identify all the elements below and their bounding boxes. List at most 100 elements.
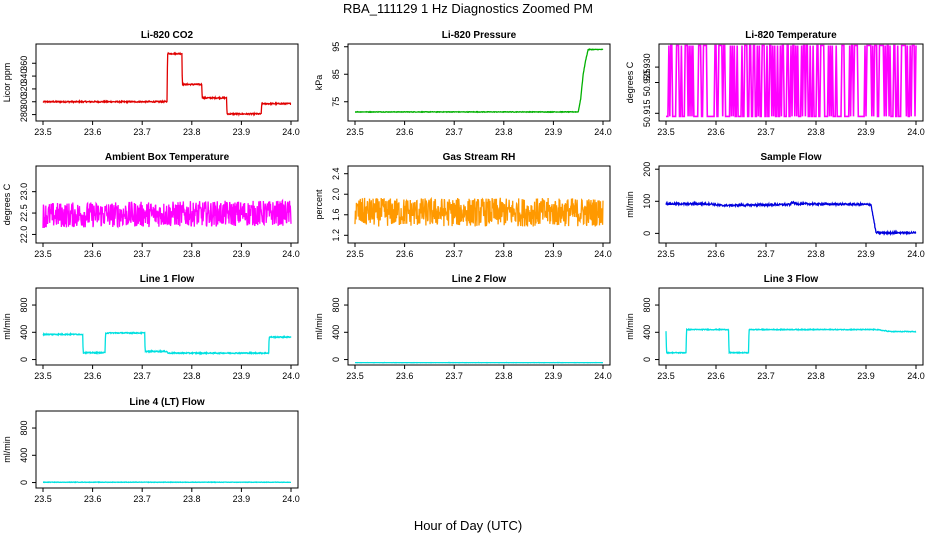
y-tick-label-rh-3: 2.4 — [331, 167, 341, 180]
x-tick-label-line4-0: 23.5 — [34, 494, 52, 504]
x-tick-label-ambient-2: 23.7 — [133, 249, 151, 259]
x-tick-label-line4-2: 23.7 — [133, 494, 151, 504]
x-tick-label-co2-3: 23.8 — [183, 127, 201, 137]
panel-co2: Li-820 CO2 Licor ppm 23.5 23.6 23.7 23.8 23.9 2… — [2, 30, 300, 137]
x-tick-label-rh-1: 23.6 — [396, 249, 414, 259]
y-tick-label-line4-2: 800 — [19, 421, 29, 436]
y-tick-label-co2-2: 320 — [19, 81, 29, 96]
x-tick-label-line4-1: 23.6 — [84, 494, 102, 504]
x-tick-label-line4-4: 23.9 — [233, 494, 251, 504]
x-tick-label-licor_temp-4: 23.9 — [857, 127, 875, 137]
y-tick-label-pressure-1: 85 — [331, 69, 341, 79]
panel-line2: Line 2 Flow ml/min 23.5 23.6 23.7 23.8 23.9 24.… — [314, 274, 612, 381]
y-tick-label-ambient-2: 23.0 — [19, 183, 29, 201]
x-tick-label-sample_flow-2: 23.7 — [757, 249, 775, 259]
y-tick-label-line3-2: 800 — [642, 298, 652, 313]
x-tick-label-co2-4: 23.9 — [233, 127, 251, 137]
panel-sample_flow: Sample Flow ml/min 23.5 23.6 23.7 23.8 23.9 24.… — [625, 152, 925, 259]
x-tick-label-line1-5: 24.0 — [282, 371, 300, 381]
plot-frame-line2 — [347, 287, 611, 366]
series-line-licor_temp — [666, 44, 917, 118]
y-tick-label-co2-0: 280 — [19, 107, 29, 122]
y-tick-label-rh-2: 2.0 — [331, 188, 341, 201]
x-tick-label-ambient-3: 23.8 — [183, 249, 201, 259]
x-tick-label-ambient-4: 23.9 — [233, 249, 251, 259]
y-tick-label-line3-1: 400 — [642, 325, 652, 340]
x-tick-label-line2-0: 23.5 — [346, 371, 364, 381]
x-tick-label-pressure-4: 23.9 — [545, 127, 563, 137]
panel-title-line1: Line 1 Flow — [140, 274, 195, 285]
x-tick-label-line1-0: 23.5 — [34, 371, 52, 381]
x-tick-label-line1-2: 23.7 — [133, 371, 151, 381]
y-tick-label-licor_temp-2: 50.930 — [642, 53, 652, 81]
y-tick-label-line2-2: 800 — [331, 298, 341, 313]
x-tick-label-co2-1: 23.6 — [84, 127, 102, 137]
y-tick-label-co2-1: 300 — [19, 94, 29, 109]
x-tick-label-line1-4: 23.9 — [233, 371, 251, 381]
panel-title-line3: Line 3 Flow — [764, 274, 819, 285]
panel-title-sample_flow: Sample Flow — [760, 152, 821, 163]
x-tick-label-licor_temp-1: 23.6 — [707, 127, 725, 137]
plot-frame-rh — [347, 165, 611, 244]
x-tick-label-line3-4: 23.9 — [857, 371, 875, 381]
x-tick-label-pressure-2: 23.7 — [445, 127, 463, 137]
panel-ambient: Ambient Box Temperature degrees C 23.5 23.6… — [2, 152, 300, 259]
figure-title: RBA_111129 1 Hz Diagnostics Zoomed PM — [342, 1, 593, 16]
panel-title-rh: Gas Stream RH — [443, 152, 516, 163]
panel-rh: Gas Stream RH percent 23.5 23.6 23.7 23.8 23.9… — [314, 152, 612, 259]
panel-title-pressure: Li-820 Pressure — [442, 30, 517, 41]
y-tick-label-pressure-2: 95 — [331, 42, 341, 52]
x-tick-label-line3-0: 23.5 — [657, 371, 675, 381]
plot-frame-line3 — [658, 287, 924, 366]
y-axis-label-co2: Licor ppm — [2, 63, 12, 103]
plot-frame-line1 — [35, 287, 299, 366]
panel-licor_temp: Li-820 Temperature degrees C 23.5 23.6 23.7 2… — [625, 30, 925, 137]
y-axis-label-line1: ml/min — [2, 313, 12, 340]
series-line-rh — [354, 196, 604, 227]
x-tick-label-rh-4: 23.9 — [545, 249, 563, 259]
x-tick-label-line1-1: 23.6 — [84, 371, 102, 381]
x-tick-label-pressure-3: 23.8 — [495, 127, 513, 137]
x-tick-label-line1-3: 23.8 — [183, 371, 201, 381]
series-line-co2 — [42, 51, 292, 117]
x-tick-label-co2-5: 24.0 — [282, 127, 300, 137]
plot-frame-ambient — [35, 165, 299, 244]
x-tick-label-rh-2: 23.7 — [445, 249, 463, 259]
y-axis-label-pressure: kPa — [314, 75, 324, 91]
plot-frame-co2 — [35, 43, 299, 122]
panel-title-co2: Li-820 CO2 — [141, 30, 194, 41]
y-axis-label-sample_flow: ml/min — [625, 191, 635, 218]
y-tick-label-sample_flow-1: 100 — [642, 194, 652, 209]
series-line-pressure — [354, 48, 604, 114]
x-tick-label-rh-3: 23.8 — [495, 249, 513, 259]
y-tick-label-line4-1: 400 — [19, 448, 29, 463]
x-tick-label-ambient-5: 24.0 — [282, 249, 300, 259]
y-tick-label-co2-4: 360 — [19, 56, 29, 71]
y-axis-label-line4: ml/min — [2, 436, 12, 463]
x-tick-label-line2-3: 23.8 — [495, 371, 513, 381]
x-tick-label-pressure-5: 24.0 — [594, 127, 612, 137]
x-tick-label-licor_temp-2: 23.7 — [757, 127, 775, 137]
x-tick-label-rh-0: 23.5 — [346, 249, 364, 259]
panel-line4: Line 4 (LT) Flow ml/min 23.5 23.6 23.7 23.8 23… — [2, 397, 300, 504]
y-tick-label-rh-1: 1.6 — [331, 209, 341, 222]
x-tick-label-sample_flow-4: 23.9 — [857, 249, 875, 259]
x-tick-label-line4-3: 23.8 — [183, 494, 201, 504]
y-tick-label-licor_temp-0: 50.915 — [642, 100, 652, 128]
y-axis-label-rh: percent — [314, 189, 324, 220]
y-tick-label-sample_flow-2: 200 — [642, 162, 652, 177]
x-tick-label-co2-2: 23.7 — [133, 127, 151, 137]
y-tick-label-rh-0: 1.2 — [331, 229, 341, 242]
panel-title-line2: Line 2 Flow — [452, 274, 507, 285]
x-tick-label-sample_flow-0: 23.5 — [657, 249, 675, 259]
y-tick-label-line1-2: 800 — [19, 298, 29, 313]
x-tick-label-line3-1: 23.6 — [707, 371, 725, 381]
y-axis-label-ambient: degrees C — [2, 183, 12, 225]
y-tick-label-line3-0: 0 — [642, 357, 652, 362]
y-tick-label-line1-0: 0 — [19, 357, 29, 362]
x-tick-label-line3-5: 24.0 — [907, 371, 925, 381]
y-tick-label-line4-0: 0 — [19, 480, 29, 485]
y-axis-label-licor_temp: degrees C — [625, 61, 635, 103]
